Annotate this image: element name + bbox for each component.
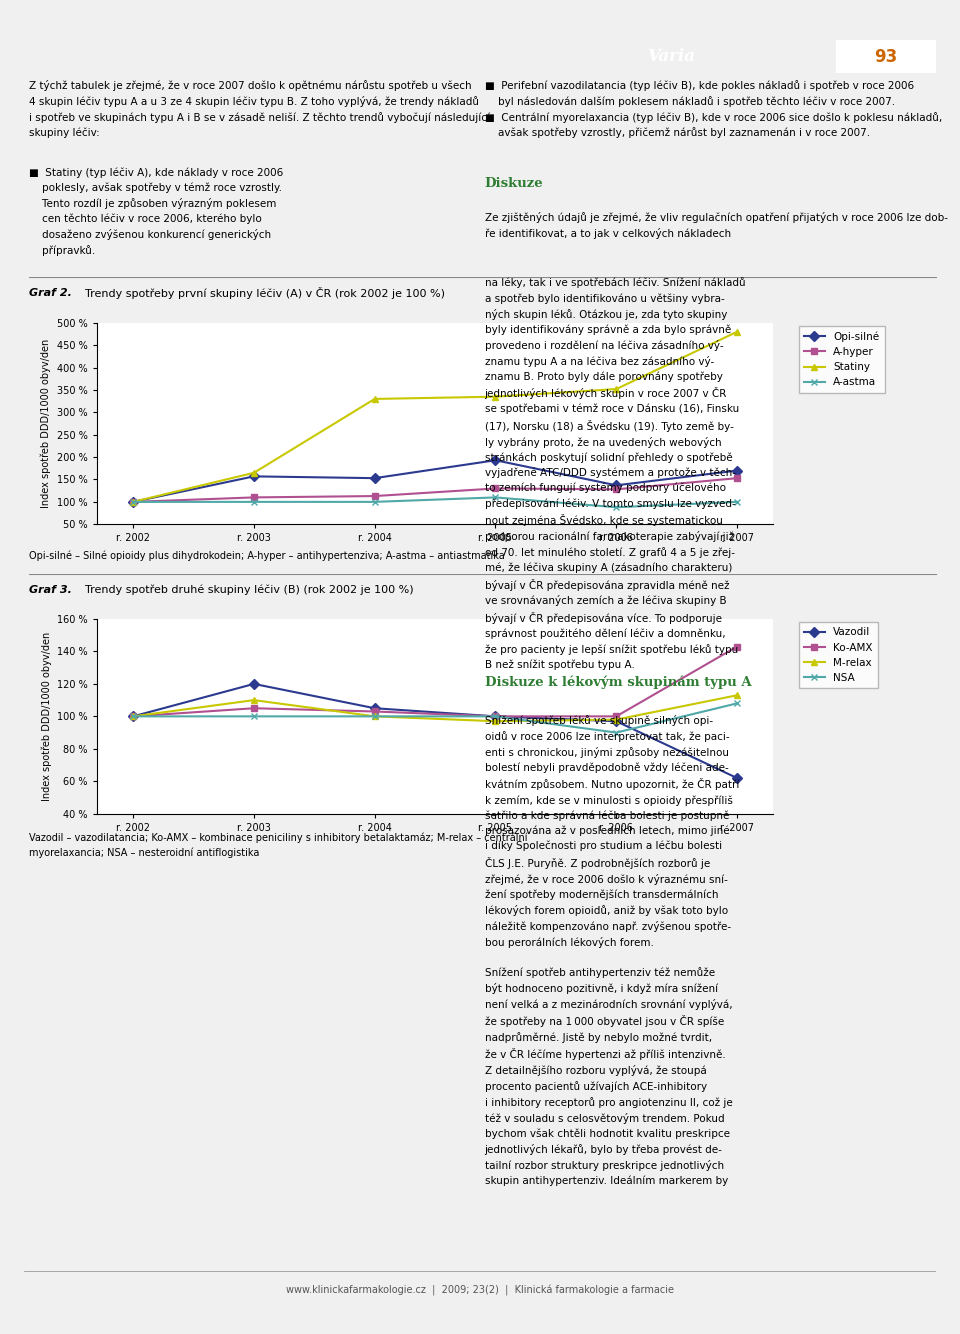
Line: Ko-AMX: Ko-AMX xyxy=(130,643,740,720)
Text: Trendy spotřeby první skupiny léčiv (A) v ČR (rok 2002 je 100 %): Trendy spotřeby první skupiny léčiv (A) … xyxy=(85,288,445,299)
Text: ■  Statiny (typ léčiv A), kde náklady v roce 2006
    poklesly, avšak spotřeby v: ■ Statiny (typ léčiv A), kde náklady v r… xyxy=(29,167,283,256)
Text: 93: 93 xyxy=(875,48,898,65)
A-astma xyxy=(369,494,380,510)
Y-axis label: Index spotřeb DDD/1000 obyv/den: Index spotřeb DDD/1000 obyv/den xyxy=(41,339,52,508)
NSA xyxy=(248,708,259,724)
A-hyper xyxy=(369,488,380,504)
Opi-silné xyxy=(732,463,743,479)
Opi-silné xyxy=(490,452,501,468)
Text: Opi-silné – Silné opioidy plus dihydrokodein; A-hyper – antihypertenziva; A-astm: Opi-silné – Silné opioidy plus dihydroko… xyxy=(29,550,505,560)
Bar xyxy=(835,40,936,73)
Statiny xyxy=(128,494,139,510)
NSA xyxy=(490,708,501,724)
Text: Trendy spotřeb druhé skupiny léčiv (B) (rok 2002 je 100 %): Trendy spotřeb druhé skupiny léčiv (B) (… xyxy=(85,584,414,595)
Vazodil xyxy=(128,708,139,724)
Line: NSA: NSA xyxy=(130,700,740,736)
Text: Graf 2.: Graf 2. xyxy=(29,288,72,299)
Opi-silné xyxy=(611,478,622,494)
Line: A-hyper: A-hyper xyxy=(130,475,740,506)
NSA xyxy=(611,724,622,740)
Vazodil xyxy=(248,676,259,692)
Statiny xyxy=(490,388,501,404)
Opi-silné xyxy=(248,468,259,484)
Legend: Vazodil, Ko-AMX, M-relax, NSA: Vazodil, Ko-AMX, M-relax, NSA xyxy=(799,622,877,688)
Vazodil xyxy=(369,700,380,716)
A-astma xyxy=(732,494,743,510)
Opi-silné xyxy=(128,494,139,510)
Statiny xyxy=(369,391,380,407)
Vazodil xyxy=(732,770,743,786)
Statiny xyxy=(611,382,622,398)
Text: na léky, tak i ve spotřebách léčiv. Snížení nákladů
a spotřeb bylo identifikován: na léky, tak i ve spotřebách léčiv. Sníž… xyxy=(485,277,745,670)
A-hyper xyxy=(128,494,139,510)
Ko-AMX xyxy=(248,700,259,716)
Text: Varia: Varia xyxy=(647,48,695,65)
Text: Diskuze k lékovým skupinám typu A: Diskuze k lékovým skupinám typu A xyxy=(485,675,751,690)
M-relax xyxy=(128,708,139,724)
NSA xyxy=(369,708,380,724)
M-relax xyxy=(732,687,743,703)
Text: www.klinickafarmakologie.cz  |  2009; 23(2)  |  Klinická farmakologie a farmacie: www.klinickafarmakologie.cz | 2009; 23(2… xyxy=(286,1285,674,1295)
Line: Vazodil: Vazodil xyxy=(130,680,740,782)
A-astma xyxy=(611,499,622,515)
A-hyper xyxy=(490,480,501,496)
Text: Vazodil – vazodilatancia; Ko-AMX – kombinace peniciliny s inhibitory betalaktamá: Vazodil – vazodilatancia; Ko-AMX – kombi… xyxy=(29,832,527,858)
Line: Statiny: Statiny xyxy=(130,328,740,506)
M-relax xyxy=(369,708,380,724)
Ko-AMX xyxy=(611,708,622,724)
M-relax xyxy=(248,692,259,708)
A-hyper xyxy=(248,490,259,506)
Text: Diskuze: Diskuze xyxy=(485,177,543,189)
A-astma xyxy=(248,494,259,510)
NSA xyxy=(732,695,743,711)
NSA xyxy=(128,708,139,724)
Ko-AMX xyxy=(128,708,139,724)
A-hyper xyxy=(611,482,622,498)
Vazodil xyxy=(490,708,501,724)
Text: ■  Perifební vazodilatancia (typ léčiv B), kde pokles nákladů i spotřeb v roce 2: ■ Perifební vazodilatancia (typ léčiv B)… xyxy=(485,80,942,139)
Statiny xyxy=(248,464,259,480)
Legend: Opi-silné, A-hyper, Statiny, A-astma: Opi-silné, A-hyper, Statiny, A-astma xyxy=(799,325,884,392)
Text: Ze zjištěných údajů je zřejmé, že vliv regulačních opatření přijatých v roce 200: Ze zjištěných údajů je zřejmé, že vliv r… xyxy=(485,212,948,239)
Vazodil xyxy=(611,714,622,730)
Statiny xyxy=(732,324,743,340)
Text: Z týchž tabulek je zřejmé, že v roce 2007 došlo k opětnému nárůstu spotřeb u vše: Z týchž tabulek je zřejmé, že v roce 200… xyxy=(29,80,490,137)
Ko-AMX xyxy=(732,639,743,655)
A-astma xyxy=(490,490,501,506)
Text: Snížení spotřeb léků ve skupině silných opi-
oidů v roce 2006 lze interpretovat : Snížení spotřeb léků ve skupině silných … xyxy=(485,715,739,1186)
Ko-AMX xyxy=(369,703,380,719)
A-hyper xyxy=(732,470,743,486)
Line: Opi-silné: Opi-silné xyxy=(130,456,740,506)
Line: M-relax: M-relax xyxy=(130,692,740,724)
A-astma xyxy=(128,494,139,510)
Ko-AMX xyxy=(490,708,501,724)
Text: Graf 3.: Graf 3. xyxy=(29,584,72,595)
M-relax xyxy=(490,714,501,730)
Y-axis label: Index spotřeb DDD/1000 obyv/den: Index spotřeb DDD/1000 obyv/den xyxy=(41,632,52,800)
M-relax xyxy=(611,711,622,727)
Opi-silné xyxy=(369,470,380,486)
Line: A-astma: A-astma xyxy=(130,494,740,511)
